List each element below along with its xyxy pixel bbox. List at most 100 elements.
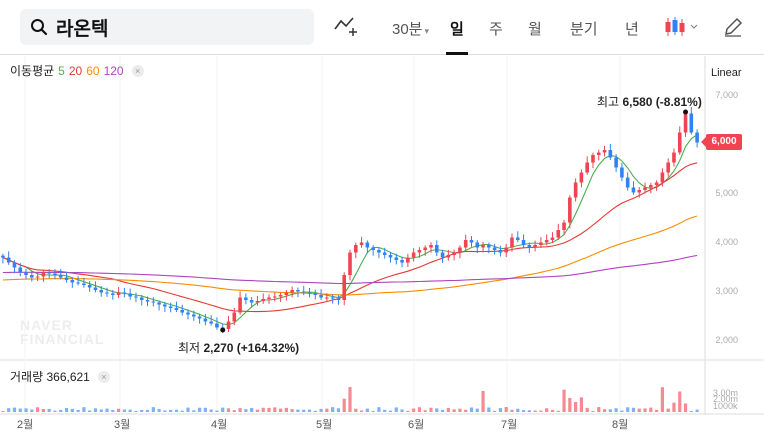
candle-body [539, 242, 543, 245]
chart-grid [0, 56, 764, 415]
volume-bar [111, 410, 115, 412]
volume-bar [163, 410, 167, 412]
legend-ma5: 5 [58, 63, 65, 78]
stock-name: 라온텍 [56, 18, 109, 40]
candle-body [122, 292, 127, 294]
candle-body [168, 306, 173, 308]
volume-bar [64, 407, 69, 412]
legend-title: 이동평균 [10, 64, 55, 78]
candle-body [342, 275, 347, 300]
volume-bar [88, 410, 92, 412]
volume-bar [377, 407, 381, 412]
chart-toolbar: 라온텍 30분 ▾ 일 주 월 분기 년 [0, 0, 764, 55]
volume-bar [59, 409, 63, 412]
volume-bar [53, 410, 57, 412]
volume-bar [591, 410, 595, 412]
volume-bar [614, 408, 618, 412]
x-tick: 6월 [408, 419, 425, 431]
volume-bar [516, 408, 520, 412]
volume-bar [504, 407, 508, 412]
candle-body [203, 318, 208, 322]
legend-ma120: 120 [103, 63, 124, 78]
volume-bar [533, 410, 537, 412]
volume-bar [122, 409, 126, 412]
candle-body [672, 152, 676, 163]
candle-body [116, 292, 121, 295]
legend-ma20: 20 [68, 63, 83, 78]
volume-bar [342, 398, 346, 412]
volume-bar [174, 409, 179, 412]
volume-bar [626, 407, 630, 412]
volume-close-button[interactable]: × [97, 370, 110, 383]
volume-bar [550, 409, 555, 412]
volume-bar [336, 408, 341, 412]
candle-body [579, 172, 584, 183]
legend-close-button[interactable]: × [131, 64, 144, 77]
period-year[interactable]: 년 [625, 21, 639, 38]
candle-body [521, 240, 526, 245]
candle-body [151, 301, 156, 303]
candle-body [475, 242, 480, 248]
candle-body [608, 150, 613, 158]
watermark-line2: FINANCIAL [20, 331, 105, 347]
volume-bar [562, 389, 566, 412]
candle-body [394, 257, 399, 260]
volume-bar [631, 407, 636, 412]
volume-bar [36, 407, 40, 412]
candle-body [527, 245, 532, 248]
volume-bar [649, 407, 653, 412]
y-tick: 5,000 [715, 188, 738, 198]
candle-body [18, 267, 23, 273]
volume-bar [481, 390, 485, 412]
volume-bar [655, 409, 659, 412]
candle-body [510, 237, 514, 248]
period-quarter[interactable]: 분기 [570, 21, 598, 38]
volume-bar [18, 408, 22, 412]
candle-body [562, 222, 566, 230]
volume-bar [203, 407, 207, 412]
candlestick-type-icon[interactable] [664, 16, 700, 43]
volume-bar [169, 409, 173, 412]
candle-body [180, 310, 185, 313]
candle-body [278, 295, 283, 297]
candle-body [307, 292, 312, 294]
candle-body [87, 285, 92, 288]
volume-bar [666, 408, 670, 412]
high-low-markers [220, 109, 689, 333]
candle-body [272, 296, 277, 298]
x-tick: 7월 [501, 419, 518, 431]
pencil-icon[interactable] [722, 16, 744, 43]
volume-value: 366,621 [46, 369, 90, 384]
drawing-tool-icon[interactable] [333, 15, 359, 42]
candle-body [325, 297, 329, 299]
scale-type-toggle[interactable]: Linear [711, 67, 742, 79]
candle-body [209, 321, 213, 324]
volume-bars [1, 387, 699, 412]
candle-body [348, 252, 352, 275]
volume-bar [678, 391, 682, 412]
candle-body [82, 283, 86, 285]
volume-bar [545, 408, 549, 412]
candle-body [111, 293, 115, 295]
candle-body [550, 237, 555, 240]
period-month[interactable]: 월 [528, 21, 542, 38]
candle-body [573, 182, 578, 198]
candle-body [58, 275, 63, 278]
volume-bar [394, 407, 398, 412]
ma20-line [2, 162, 698, 313]
candle-body [47, 272, 51, 274]
volume-tick: 3.00m [713, 388, 739, 398]
volume-bar [209, 409, 213, 412]
volume-bar [354, 408, 358, 412]
period-week[interactable]: 주 [489, 21, 503, 38]
volume-legend: 거래량 366,621 × [10, 368, 110, 385]
period-30min[interactable]: 30분 ▾ [392, 18, 429, 39]
volume-bar [359, 410, 364, 412]
volume-bar [250, 407, 254, 412]
volume-bar [539, 410, 543, 412]
period-day[interactable]: 일 [450, 21, 464, 38]
legend-ma60: 60 [86, 63, 100, 78]
stock-search-box[interactable]: 라온텍 [20, 9, 314, 45]
candle-body [625, 177, 630, 188]
